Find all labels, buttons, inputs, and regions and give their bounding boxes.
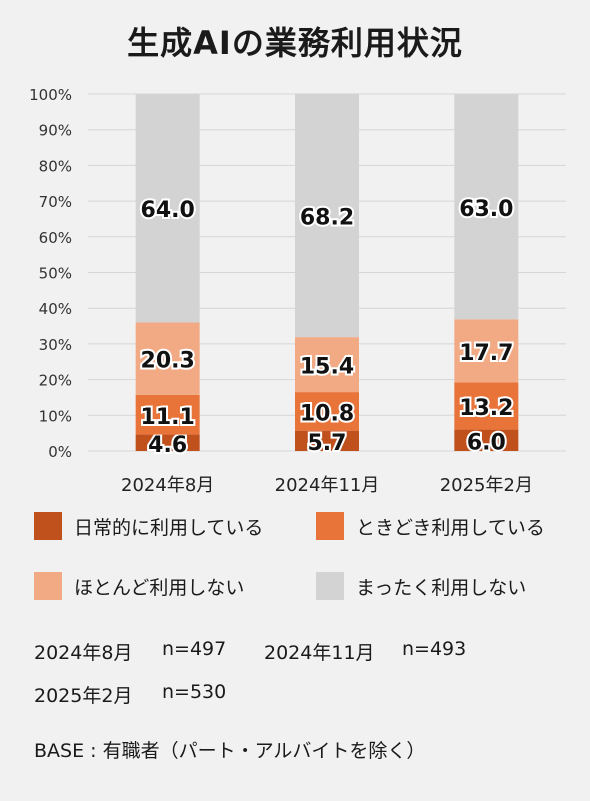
y-tick-label: 30%: [39, 336, 72, 354]
y-tick-label: 100%: [29, 86, 72, 104]
sample-period-feb-2025: 2025年2月: [34, 685, 133, 707]
sample-n-aug-2024: n=497: [162, 638, 227, 660]
bar-segment: [295, 430, 359, 451]
legend-swatch-never: [316, 572, 344, 600]
bar-segment: [295, 93, 359, 338]
bar-segment: [454, 429, 519, 451]
legend-item-daily: 日常的に利用している: [34, 512, 263, 540]
sample-period-aug-2024: 2024年8月: [34, 642, 133, 664]
y-tick-label: 10%: [39, 407, 72, 425]
y-tick-label: 70%: [39, 193, 72, 211]
y-tick-label: 90%: [39, 122, 72, 140]
sample-n-nov-2024: n=493: [402, 638, 467, 660]
bar-segment: [135, 394, 200, 435]
legend-swatch-rarely: [34, 572, 62, 600]
x-tick-label: 2025年2月: [440, 475, 533, 496]
data-label: 11.1: [141, 405, 195, 430]
chart-legend: 日常的に利用している ときどき利用している ほとんど利用しない まったく利用しな…: [0, 508, 590, 618]
bar-segment: [295, 337, 359, 393]
bar-segment: [454, 382, 519, 430]
bar-segment: [135, 94, 200, 323]
data-label: 4.6: [148, 433, 187, 458]
legend-label-sometimes: ときどき利用している: [356, 516, 545, 539]
legend-swatch-daily: [34, 512, 62, 540]
legend-label-never: まったく利用しない: [356, 576, 527, 599]
data-label: 15.4: [300, 355, 354, 380]
data-label: 5.7: [308, 431, 347, 456]
y-tick-label: 50%: [39, 265, 72, 283]
base-note: BASE : 有職者（パート・アルバイトを除く）: [34, 740, 426, 762]
legend-item-rarely: ほとんど利用しない: [34, 572, 244, 600]
bar-segment: [135, 322, 200, 395]
legend-label-rarely: ほとんど利用しない: [74, 576, 245, 599]
sample-period-nov-2024: 2024年11月: [264, 642, 375, 664]
bar-segment: [295, 392, 359, 431]
bar-segment: [454, 319, 519, 383]
legend-label-daily: 日常的に利用している: [74, 516, 264, 539]
sample-n-feb-2025: n=530: [162, 681, 227, 703]
data-label: 64.0: [141, 198, 195, 223]
y-tick-label: 40%: [39, 300, 72, 318]
y-tick-label: 20%: [39, 372, 72, 390]
data-label: 68.2: [300, 205, 354, 230]
stacked-bar-chart: 0% 10% 20% 30% 40% 50% 60% 70% 80% 90% 100% 4.6 11.1…: [29, 86, 566, 496]
data-label: 13.2: [459, 396, 513, 421]
chart-title: 生成AIの業務利用状況: [127, 24, 463, 62]
legend-item-never: まったく利用しない: [316, 572, 526, 600]
legend-swatch-sometimes: [316, 512, 344, 540]
x-tick-label: 2024年11月: [275, 475, 380, 496]
y-tick-label: 60%: [39, 229, 72, 247]
x-tick-label: 2024年8月: [121, 475, 214, 496]
legend-item-sometimes: ときどき利用している: [316, 512, 545, 540]
data-label: 6.0: [467, 430, 506, 455]
bar-segment: [135, 434, 200, 451]
data-label: 63.0: [459, 197, 513, 222]
y-tick-label: 0%: [48, 443, 72, 461]
data-label: 17.7: [459, 341, 513, 366]
y-tick-label: 80%: [39, 157, 72, 175]
bar-segment: [454, 94, 519, 320]
data-label: 10.8: [300, 401, 354, 426]
data-label: 20.3: [141, 349, 195, 374]
